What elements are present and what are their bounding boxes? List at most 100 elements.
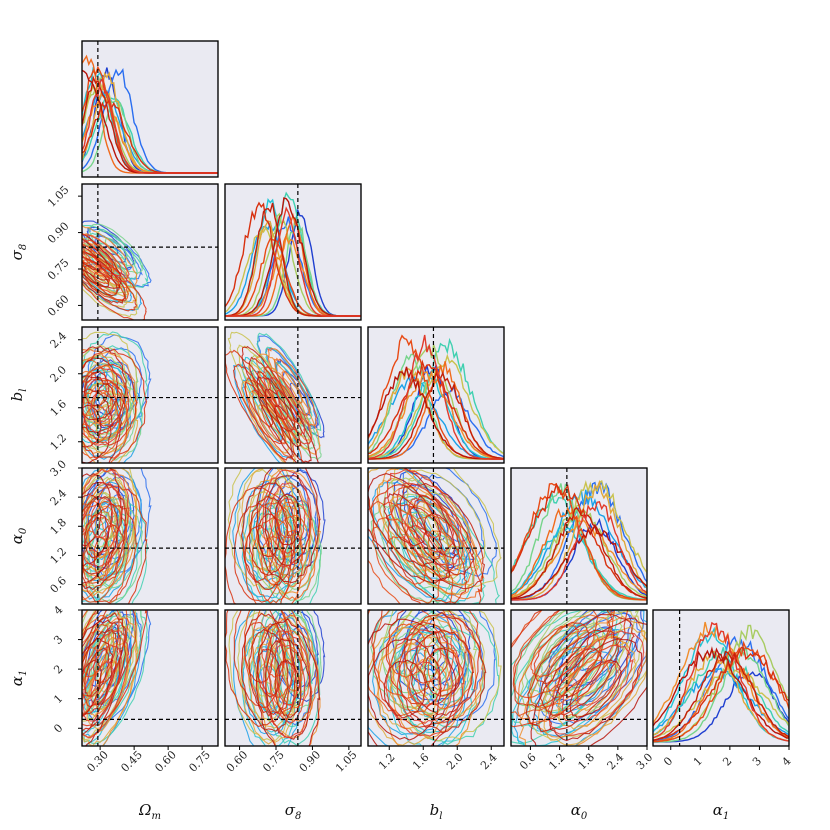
y-tick-label: 3	[51, 633, 65, 647]
contour-chain-12	[512, 610, 613, 708]
contour-chain-8	[248, 642, 289, 729]
panel-s8-Om	[81, 183, 219, 321]
panel-s8-s8	[224, 183, 362, 321]
panel-frame	[224, 609, 362, 747]
contour-chain-8	[240, 380, 297, 463]
contour-chain-12	[93, 621, 126, 685]
contour-chain-7	[82, 331, 138, 441]
contour-chain-6	[519, 610, 640, 713]
contour-chain-13	[240, 612, 297, 732]
contour-chain-15	[90, 497, 114, 539]
x-tick-label: 0.75	[260, 748, 287, 775]
contour-chain-12	[511, 610, 629, 728]
contour-chain-15	[561, 644, 634, 723]
panel-a0-bl	[367, 467, 505, 605]
x-tick-label: 0.45	[118, 748, 145, 775]
contour-chain-0	[575, 626, 616, 671]
contour-chain-13	[82, 628, 119, 717]
contour-chain-2	[82, 481, 132, 582]
contour-chain-15	[82, 377, 122, 435]
contour-chain-1	[414, 613, 485, 709]
contour-chain-15	[82, 239, 123, 277]
x-tick-label: 2.4	[478, 751, 500, 773]
panel-bl-bl	[367, 326, 505, 464]
contour-chain-5	[96, 229, 136, 267]
contour-chain-2	[82, 379, 132, 460]
contour-chain-14	[82, 493, 102, 547]
contour-chain-15	[408, 497, 442, 539]
contour-chain-10	[274, 630, 311, 709]
panel-a1-bl	[367, 609, 505, 747]
marginal-curve-chain-13	[368, 370, 504, 460]
contour-chain-14	[274, 493, 302, 546]
contour-chain-2	[82, 610, 142, 746]
contour-chain-15	[576, 661, 618, 707]
contour-chain-14	[255, 468, 321, 584]
panel-bl-s8	[224, 326, 362, 464]
contour-chain-2	[82, 363, 143, 463]
contour-chain-13	[82, 251, 126, 304]
y-tick-label: 2.0	[48, 363, 70, 385]
contour-chain-7	[237, 468, 288, 571]
contour-chain-14	[256, 376, 320, 463]
contour-chain-14	[274, 405, 302, 448]
contour-chain-4	[256, 494, 322, 604]
contour-chain-14	[569, 659, 623, 719]
contour-chain-11	[261, 623, 286, 678]
contour-chain-13	[82, 611, 127, 732]
contour-chain-14	[530, 617, 647, 746]
y-tick-label: 0.6	[48, 574, 70, 596]
contour-chain-7	[390, 610, 502, 742]
contour-chain-14	[82, 473, 113, 567]
contour-chain-12	[371, 610, 481, 728]
marginal-curve-chain-13	[511, 506, 647, 600]
contour-chain-9	[87, 505, 117, 559]
contour-chain-9	[389, 636, 466, 740]
x-tick-label: 4	[779, 754, 793, 768]
contour-chain-2	[372, 481, 453, 581]
panel-frame	[367, 326, 505, 464]
contour-chain-15	[82, 468, 130, 568]
contour-chain-11	[82, 404, 110, 445]
contour-chain-15	[276, 661, 298, 706]
panel-frame	[81, 609, 219, 747]
contour-chain-11	[511, 610, 616, 717]
contour-chain-13	[556, 647, 603, 698]
contour-chain-10	[82, 349, 114, 427]
contour-chain-7	[405, 610, 486, 721]
contour-chain-8	[543, 626, 647, 746]
contour-chain-9	[376, 468, 480, 595]
contour-chain-5	[278, 614, 316, 695]
contour-chain-14	[82, 388, 113, 463]
y-tick-label: 0.90	[45, 220, 72, 247]
contour-chain-7	[566, 635, 624, 698]
contour-chain-15	[386, 468, 464, 567]
panel-bl-Om	[81, 326, 219, 464]
contour-chain-4	[410, 624, 485, 728]
y-axis-label-a0: α0	[8, 527, 29, 544]
contour-chain-9	[82, 636, 129, 738]
contour-chain-7	[82, 612, 128, 722]
contour-chain-9	[265, 638, 313, 739]
contour-chain-15	[82, 366, 130, 446]
contour-chain-14	[255, 617, 321, 746]
y-tick-label: 1	[51, 692, 65, 706]
x-tick-label: 3	[750, 754, 764, 768]
contour-chain-13	[525, 613, 635, 733]
panel-background	[224, 183, 362, 321]
x-axis-label-Om: Ωm	[138, 801, 161, 822]
y-axis-label-bl: bl	[8, 389, 29, 402]
contour-chain-14	[82, 375, 123, 463]
marginal-curve-chain-15	[368, 334, 504, 460]
y-tick-label: 0.60	[45, 293, 72, 320]
x-tick-label: 0.60	[224, 748, 251, 775]
contour-chain-14	[82, 619, 123, 746]
contour-chain-12	[386, 503, 468, 604]
contour-chain-13	[423, 512, 461, 559]
contour-chain-14	[274, 659, 302, 718]
contour-chain-8	[82, 379, 139, 463]
contour-chain-15	[82, 233, 130, 283]
contour-chain-11	[82, 623, 110, 678]
y-tick-label: 1.6	[48, 397, 70, 419]
y-tick-label: 2.4	[48, 487, 70, 509]
